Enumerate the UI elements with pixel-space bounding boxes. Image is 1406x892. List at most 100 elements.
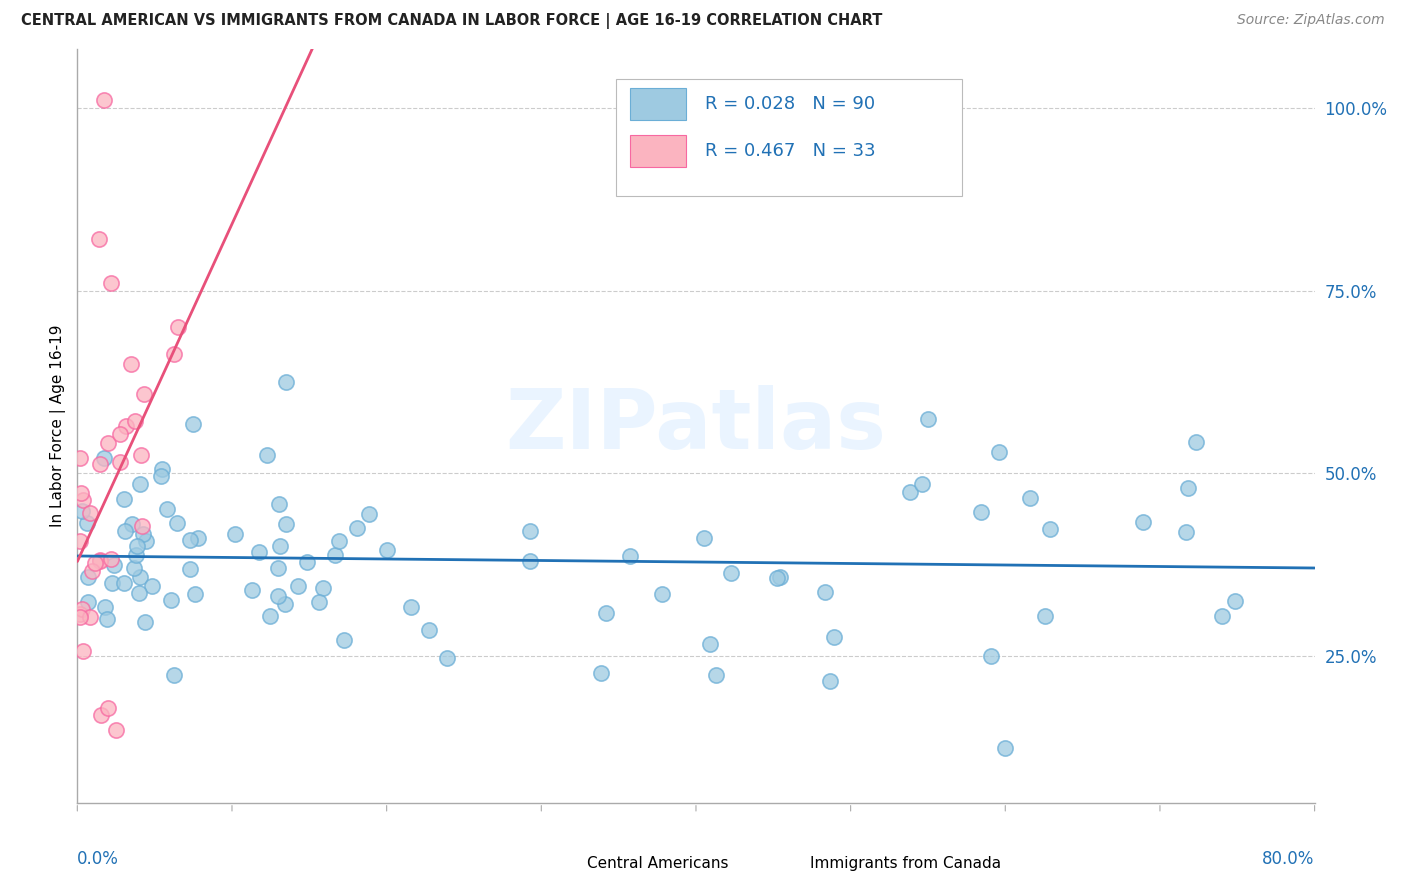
Point: [159, 592, 181, 607]
Point: [1223, 593, 1246, 607]
Point: [94, 599, 117, 614]
Text: 0.0%: 0.0%: [77, 850, 120, 869]
Point: [87, 232, 110, 246]
Point: [132, 527, 155, 541]
Point: [80, 564, 103, 578]
Text: Source: ZipAtlas.com: Source: ZipAtlas.com: [1237, 13, 1385, 28]
Point: [79, 609, 101, 624]
Point: [89, 458, 111, 472]
Point: [79, 506, 101, 520]
Text: R = 0.028   N = 90: R = 0.028 N = 90: [704, 95, 875, 113]
Point: [121, 516, 143, 531]
Text: R = 0.467   N = 33: R = 0.467 N = 33: [704, 142, 876, 160]
Point: [346, 521, 368, 535]
Point: [129, 476, 152, 491]
Point: [69, 609, 91, 624]
Point: [150, 462, 173, 476]
Point: [988, 445, 1011, 459]
Point: [100, 576, 122, 591]
Point: [651, 587, 673, 601]
Point: [76, 516, 98, 530]
Text: Immigrants from Canada: Immigrants from Canada: [810, 855, 1001, 871]
Point: [76, 594, 98, 608]
Point: [97, 435, 120, 450]
FancyBboxPatch shape: [536, 853, 572, 873]
Point: [163, 668, 186, 682]
Point: [823, 630, 845, 644]
Point: [187, 532, 209, 546]
Point: [308, 595, 330, 609]
FancyBboxPatch shape: [630, 135, 686, 167]
Point: [898, 484, 921, 499]
Point: [70, 602, 93, 616]
Point: [83, 556, 105, 570]
Point: [332, 632, 354, 647]
Point: [135, 534, 157, 549]
Point: [418, 623, 440, 637]
Point: [125, 548, 148, 562]
Point: [163, 347, 186, 361]
Point: [269, 497, 291, 511]
FancyBboxPatch shape: [758, 853, 794, 873]
Point: [181, 417, 204, 431]
FancyBboxPatch shape: [616, 79, 962, 196]
Point: [97, 700, 120, 714]
Point: [179, 562, 201, 576]
Point: [436, 651, 458, 665]
Point: [129, 570, 152, 584]
Point: [911, 477, 934, 491]
Text: CENTRAL AMERICAN VS IMMIGRANTS FROM CANADA IN LABOR FORCE | AGE 16-19 CORRELATIO: CENTRAL AMERICAN VS IMMIGRANTS FROM CANA…: [21, 13, 883, 29]
Point: [994, 740, 1017, 755]
Point: [1019, 491, 1042, 505]
Point: [766, 571, 789, 585]
Point: [595, 606, 617, 620]
Point: [276, 375, 298, 389]
Point: [121, 357, 143, 371]
Point: [93, 93, 115, 107]
Point: [519, 554, 541, 568]
Point: [70, 504, 93, 518]
Point: [122, 561, 145, 575]
Point: [149, 468, 172, 483]
Point: [917, 411, 939, 425]
Point: [100, 552, 122, 566]
Point: [105, 723, 127, 737]
Point: [110, 426, 132, 441]
Point: [184, 586, 207, 600]
Point: [1132, 515, 1154, 529]
Point: [132, 387, 155, 401]
Point: [131, 448, 153, 462]
Point: [328, 533, 350, 548]
Point: [267, 561, 290, 575]
Point: [276, 516, 298, 531]
Point: [591, 666, 613, 681]
Point: [619, 549, 641, 563]
Point: [70, 486, 93, 500]
Point: [247, 545, 270, 559]
Point: [1211, 609, 1233, 624]
Point: [89, 554, 111, 568]
Text: 80.0%: 80.0%: [1263, 850, 1315, 869]
Point: [259, 609, 281, 624]
Text: ZIPatlas: ZIPatlas: [506, 385, 886, 467]
FancyBboxPatch shape: [630, 88, 686, 120]
Point: [156, 501, 179, 516]
Point: [401, 599, 423, 614]
Point: [72, 644, 94, 658]
Point: [240, 583, 263, 598]
Point: [699, 637, 721, 651]
Point: [167, 320, 190, 334]
Point: [77, 570, 100, 584]
Point: [980, 648, 1002, 663]
Point: [519, 524, 541, 538]
Point: [112, 491, 135, 506]
Point: [166, 516, 188, 530]
Point: [814, 585, 837, 599]
Point: [124, 414, 146, 428]
Point: [72, 492, 94, 507]
Point: [720, 566, 742, 580]
Point: [818, 674, 841, 689]
Point: [69, 533, 91, 548]
Point: [93, 450, 115, 465]
Point: [692, 531, 714, 545]
